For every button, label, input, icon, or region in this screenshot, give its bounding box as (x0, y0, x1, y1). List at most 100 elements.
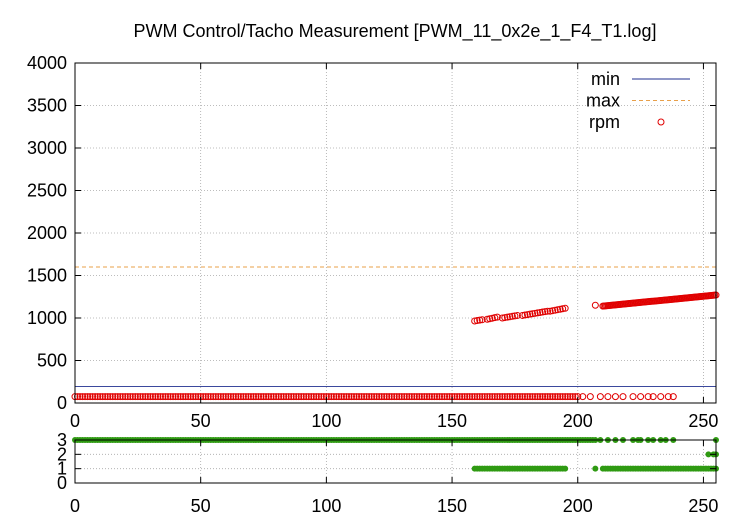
data-point (255, 393, 263, 401)
data-point (531, 393, 539, 401)
x-tick-label: 0 (70, 496, 80, 516)
data-point (556, 393, 564, 401)
data-point (342, 393, 350, 401)
data-point (330, 393, 338, 401)
data-point (99, 393, 107, 401)
data-point (506, 313, 514, 321)
data-point (282, 393, 290, 401)
data-point (491, 314, 499, 322)
data-point (219, 393, 227, 401)
data-point (453, 393, 461, 401)
data-point (428, 393, 436, 401)
data-point (242, 393, 250, 401)
data-point (644, 393, 652, 401)
data-point (164, 393, 172, 401)
data-point (413, 393, 421, 401)
data-point (501, 393, 509, 401)
data-point (420, 393, 428, 401)
series-points-0 (72, 437, 719, 472)
data-point (151, 393, 159, 401)
data-point (348, 393, 356, 401)
data-point (433, 393, 441, 401)
y-tick-label: 1000 (27, 308, 67, 328)
data-point (478, 316, 486, 324)
data-point (541, 393, 549, 401)
data-point (518, 311, 526, 319)
data-point (604, 393, 612, 401)
data-point (370, 393, 378, 401)
x-tick-label: 0 (70, 411, 80, 431)
data-point (473, 317, 481, 325)
x-tick-label: 100 (311, 496, 341, 516)
data-point (528, 393, 536, 401)
data-point (611, 393, 619, 401)
data-point (139, 393, 147, 401)
data-point (292, 393, 300, 401)
data-point (101, 393, 109, 401)
data-point (124, 393, 132, 401)
x-tick-label: 150 (437, 496, 467, 516)
data-point (227, 393, 235, 401)
data-point (358, 393, 366, 401)
data-point (81, 393, 89, 401)
data-point (149, 393, 157, 401)
data-point (360, 393, 368, 401)
data-point (209, 393, 217, 401)
data-point (559, 393, 567, 401)
data-point (531, 309, 539, 317)
data-point (664, 393, 672, 401)
data-point (488, 393, 496, 401)
legend-label-min: min (591, 69, 620, 89)
data-point (207, 393, 215, 401)
data-point (214, 393, 222, 401)
data-point (478, 393, 486, 401)
y-tick-label: 2000 (27, 223, 67, 243)
data-point (350, 393, 358, 401)
data-point (320, 393, 328, 401)
data-point (461, 393, 469, 401)
data-point (511, 312, 519, 320)
data-point (86, 393, 94, 401)
data-point (217, 393, 225, 401)
data-point (295, 393, 303, 401)
data-point (523, 311, 531, 319)
data-point (486, 393, 494, 401)
y-tick-label: 2 (57, 444, 67, 464)
data-point (312, 393, 320, 401)
data-point (562, 465, 569, 472)
data-point (536, 393, 544, 401)
data-point (305, 393, 313, 401)
data-point (544, 307, 552, 315)
data-point (249, 393, 257, 401)
y-tick-label: 2500 (27, 181, 67, 201)
data-point (546, 393, 554, 401)
data-point (373, 393, 381, 401)
data-point (705, 451, 712, 458)
data-point (596, 393, 604, 401)
data-point (551, 306, 559, 314)
data-point (549, 393, 557, 401)
data-point (398, 393, 406, 401)
data-point (172, 393, 180, 401)
data-point (355, 393, 363, 401)
data-point (365, 393, 373, 401)
data-point (239, 393, 247, 401)
data-point (518, 393, 526, 401)
data-point (257, 393, 265, 401)
data-point (390, 393, 398, 401)
data-point (79, 393, 87, 401)
data-point (325, 393, 333, 401)
data-point (501, 314, 509, 322)
data-point (234, 393, 242, 401)
data-point (129, 393, 137, 401)
x-tick-label: 50 (191, 411, 211, 431)
data-point (511, 393, 519, 401)
data-point (513, 311, 521, 319)
data-point (591, 301, 599, 309)
data-point (202, 393, 210, 401)
data-point (592, 465, 599, 472)
data-point (121, 393, 129, 401)
data-point (669, 393, 677, 401)
data-point (109, 393, 117, 401)
